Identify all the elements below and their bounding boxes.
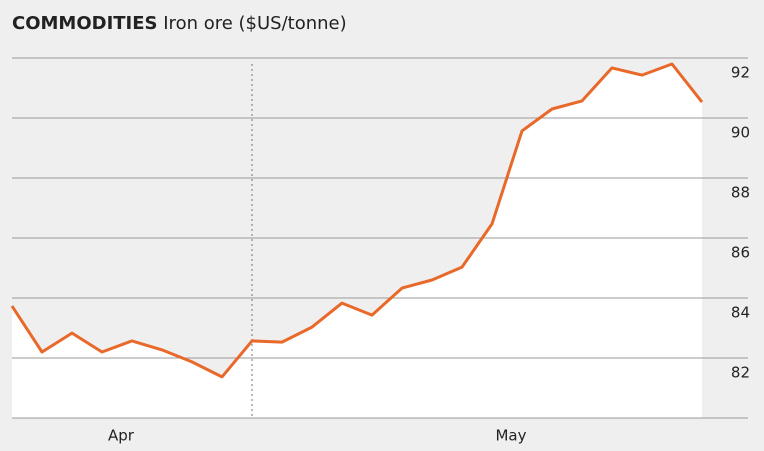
title-bold: COMMODITIES: [12, 13, 158, 34]
area: [12, 64, 702, 418]
y-tick-label: 90: [731, 124, 750, 142]
x-tick-label: Apr: [108, 427, 135, 445]
y-tick-label: 82: [731, 364, 750, 382]
y-tick-label: 86: [731, 244, 750, 262]
x-tick-label: May: [495, 427, 526, 445]
line: [10, 62, 704, 379]
y-tick-label: 92: [731, 64, 750, 82]
y-tick-label: 84: [731, 304, 750, 322]
y-tick-label: 88: [731, 184, 750, 202]
chart-title: COMMODITIES Iron ore ($US/tonne): [12, 13, 347, 34]
subtitle: Iron ore ($US/tonne): [163, 13, 346, 34]
